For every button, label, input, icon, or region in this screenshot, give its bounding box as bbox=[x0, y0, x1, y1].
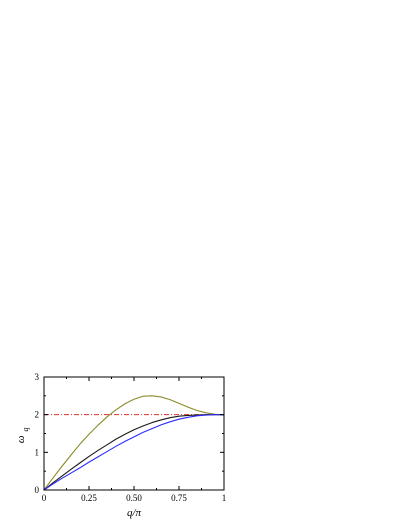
tick-labels: 0 0.25 0.50 0.75 1 0 1 2 3 bbox=[35, 372, 227, 503]
series-group bbox=[43, 395, 225, 491]
axes bbox=[43, 376, 225, 491]
y-tick-label: 1 bbox=[35, 447, 40, 457]
x-tick-label: 0.50 bbox=[126, 493, 142, 503]
x-tick-label: 0.25 bbox=[81, 493, 97, 503]
x-tick-label: 1 bbox=[222, 493, 227, 503]
y-tick-label: 0 bbox=[35, 485, 40, 495]
x-tick-label: 0.75 bbox=[171, 493, 187, 503]
x-tick-label: 0 bbox=[42, 493, 47, 503]
series-line-olive bbox=[43, 395, 225, 491]
y-axis-label: ω q bbox=[15, 428, 30, 444]
y-axis-label-subscript: q bbox=[21, 428, 30, 432]
series-line-black bbox=[43, 414, 224, 491]
y-axis-label-main: ω bbox=[15, 435, 27, 443]
y-tick-label: 3 bbox=[35, 372, 40, 382]
series-line-blue bbox=[43, 414, 224, 491]
x-axis-label: q/π bbox=[127, 507, 142, 519]
y-tick-label: 2 bbox=[35, 410, 40, 420]
